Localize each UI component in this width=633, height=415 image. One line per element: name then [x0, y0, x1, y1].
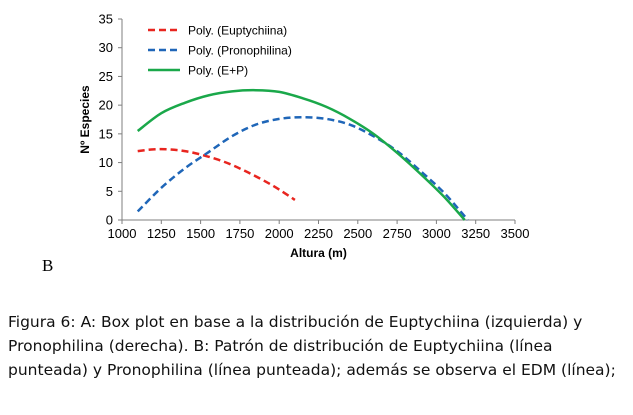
- y-tick-label: 0: [106, 213, 113, 228]
- y-tick-label: 25: [99, 69, 113, 84]
- y-axis-label: Nº Especies: [78, 85, 92, 154]
- x-tick-label: 2000: [265, 226, 294, 241]
- x-tick-label: 1250: [147, 226, 176, 241]
- x-axis-label: Altura (m): [290, 246, 347, 260]
- x-tick-label: 1500: [186, 226, 215, 241]
- legend: Poly. (Euptychiina) Poly. (Pronophilina) P…: [148, 24, 292, 78]
- series-lines: [136, 88, 469, 221]
- series-line-poly-euptychiina: [137, 147, 296, 201]
- x-tick-label: 2750: [383, 226, 412, 241]
- panel-label: B: [42, 256, 54, 275]
- x-tick-label: 2500: [343, 226, 372, 241]
- x-tick-label: 3250: [461, 226, 490, 241]
- series-line-poly-pronophilina: [136, 115, 469, 221]
- legend-label: Poly. (E+P): [188, 64, 248, 78]
- x-tick-label: 1750: [225, 226, 254, 241]
- axes: 0 5 10 15 20 25 30 35 1000 1250 1500 1750 2000 2250 25…: [99, 12, 530, 242]
- y-tick-label: 5: [106, 184, 113, 199]
- y-tick-label: 35: [99, 12, 113, 27]
- x-tick-label: 3000: [422, 226, 451, 241]
- caption-lead: Figura 6: [8, 313, 71, 331]
- y-tick-label: 15: [99, 126, 113, 141]
- y-tick-label: 20: [99, 98, 113, 113]
- x-tick-label: 3500: [501, 226, 530, 241]
- legend-label: Poly. (Euptychiina): [188, 24, 287, 38]
- legend-label: Poly. (Pronophilina): [188, 44, 292, 58]
- series-line-poly-e-p: [136, 88, 466, 221]
- y-tick-label: 10: [99, 155, 113, 170]
- figure-caption: Figura 6: A: Box plot en base a la distr…: [8, 310, 628, 382]
- caption-text: : A: Box plot en base a la distribución …: [8, 313, 616, 379]
- y-tick-label: 30: [99, 40, 113, 55]
- x-tick-label: 1000: [108, 226, 137, 241]
- x-tick-label: 2250: [304, 226, 333, 241]
- line-chart: 0 5 10 15 20 25 30 35 1000 1250 1500 1750 2000 2250 25…: [78, 12, 530, 261]
